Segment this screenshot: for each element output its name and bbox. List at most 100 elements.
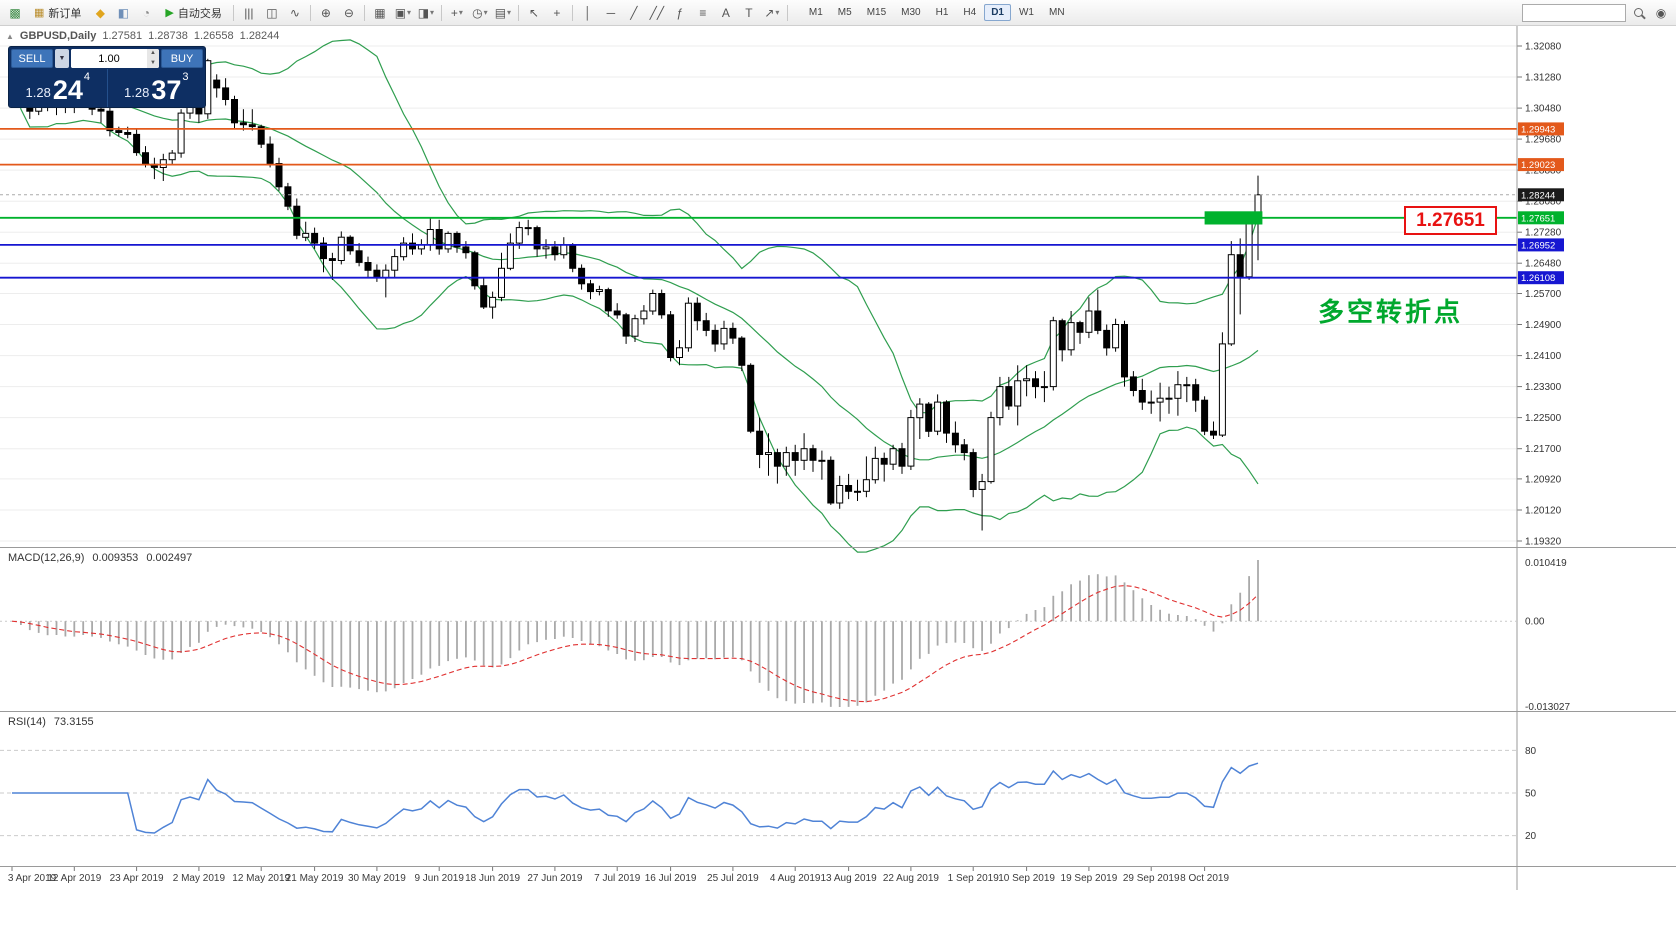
auto-arrange-dropdown-glyph: ◨ [417,5,430,20]
axis-price-badge: 1.28244 [1518,188,1564,202]
line-chart-icon[interactable]: ∿ [284,3,306,23]
community-icon[interactable]: ◉ [1655,5,1667,20]
svg-text:18 Jun 2019: 18 Jun 2019 [465,873,520,884]
cursor-icon[interactable]: ↖ [523,3,545,23]
svg-text:1.24900: 1.24900 [1525,320,1562,331]
sell-price-display[interactable]: 1.28 24 4 [9,69,108,107]
arrows-dropdown[interactable]: ↗ ▾ [761,3,783,23]
svg-text:0.00: 0.00 [1525,617,1545,628]
text-label-icon[interactable]: T [738,3,760,23]
macd-indicator-label: MACD(12,26,9) 0.009353 0.002497 [8,552,193,564]
timeframe-m5[interactable]: M5 [837,7,852,18]
svg-text:1.27651: 1.27651 [1521,213,1555,224]
toolbar-separator [440,4,442,21]
profiles-icon-glyph: ◧ [117,5,130,20]
macd-value-main: 0.009353 [92,552,139,564]
volume-up-button[interactable]: ▲ [150,50,156,56]
svg-text:13 Aug 2019: 13 Aug 2019 [821,873,878,884]
rsi-value: 73.3155 [53,716,94,728]
buy-price-display[interactable]: 1.28 37 3 [108,69,206,107]
svg-text:80: 80 [1525,746,1537,757]
macd-name: MACD(12,26,9) [8,552,85,564]
bar-chart-icon[interactable]: ||| [238,3,260,23]
macd-histogram [19,560,1259,707]
arrange-windows-dropdown[interactable]: ▣ ▾ [392,3,414,23]
timeframe-h1[interactable]: H1 [935,7,949,18]
svg-text:30 May 2019: 30 May 2019 [348,873,406,884]
horizontal-line-icon-glyph: ─ [606,5,616,20]
timeframe-group: M1 M5 M15 M30 H1 H4 D1 W1 MN [802,4,1072,21]
timeframe-m15[interactable]: M15 [866,7,887,18]
charts-icon[interactable]: ◆ [89,3,111,23]
bar-chart-icon-glyph: ||| [244,5,254,20]
indicators-dropdown[interactable]: + ▾ [446,3,468,23]
sell-button[interactable]: SELL [11,49,53,68]
text-icon[interactable]: A [715,3,737,23]
price-annotation-box[interactable]: 1.27651 [1404,206,1497,235]
auto-arrange-dropdown[interactable]: ◨ ▾ [415,3,437,23]
zoom-out-icon[interactable]: ⊖ [338,3,360,23]
bar-low: 1.26558 [193,30,234,42]
timeframe-w1[interactable]: W1 [1018,7,1034,18]
chevron-down-icon: ▾ [407,8,412,17]
rsi-indicator-label: RSI(14) 73.3155 [8,716,94,728]
search-icon [1633,8,1643,17]
buy-button[interactable]: BUY [161,49,203,68]
candlestick-chart-icon[interactable]: ◫ [261,3,283,23]
order-type-dropdown[interactable]: ▼ [55,49,69,68]
chevron-down-icon: ▾ [775,8,780,17]
market-watch-icon[interactable]: ◔ [135,3,157,23]
svg-text:-0.013027: -0.013027 [1525,702,1570,713]
templates-dropdown[interactable]: ▤ ▾ [492,3,514,23]
toolbar-separator [309,4,311,21]
vertical-line-icon[interactable]: │ [577,3,599,23]
svg-text:50: 50 [1525,789,1537,800]
timeframe-mn[interactable]: MN [1048,7,1065,18]
svg-text:1.31280: 1.31280 [1525,73,1562,84]
crosshair-icon[interactable]: + [546,3,568,23]
new-order-button-label: 新订单 [48,7,82,20]
turning-point-annotation[interactable]: 多空转折点 [1318,297,1464,327]
horizontal-line-icon[interactable]: ─ [600,3,622,23]
timeframe-d1[interactable]: D1 [984,4,1011,21]
zoom-out-icon-glyph: ⊖ [343,5,354,20]
andrews-pitchfork-icon[interactable]: ≡ [692,3,714,23]
svg-text:29 Sep 2019: 29 Sep 2019 [1123,873,1180,884]
one-click-collapse-icon[interactable]: ▲ [6,31,14,41]
chevron-down-icon: ▾ [507,8,512,17]
profiles-icon[interactable]: ◧ [112,3,134,23]
buy-price-sup: 3 [182,71,189,83]
svg-text:0.010419: 0.010419 [1525,558,1567,569]
fibonacci-icon[interactable]: ƒ [669,3,691,23]
timeframe-m1[interactable]: M1 [808,7,823,18]
supply-zone-rect[interactable] [1204,211,1263,225]
svg-text:27 Jun 2019: 27 Jun 2019 [527,873,582,884]
crosshair-icon-glyph: + [553,5,561,20]
volume-input[interactable] [71,49,147,68]
search-button[interactable] [1627,3,1649,23]
bar-close: 1.28244 [239,30,280,42]
periods-dropdown[interactable]: ◷ ▾ [469,3,491,23]
toolbar-separator [517,4,519,21]
tile-windows-icon[interactable]: ▦ [369,3,391,23]
search-input[interactable] [1522,3,1626,22]
chevron-down-icon: ▾ [430,8,435,17]
volume-down-button[interactable]: ▼ [150,59,156,66]
svg-text:1.23300: 1.23300 [1525,382,1562,393]
terminal-icon[interactable]: ▩ [4,3,26,23]
new-order-button[interactable]: ▦ 新订单 [27,3,88,23]
volume-stepper: ▲ ▼ [71,49,159,68]
svg-text:4 Aug 2019: 4 Aug 2019 [770,873,821,884]
timeframe-m30[interactable]: M30 [901,7,921,18]
timeframe-h4[interactable]: H4 [963,7,977,18]
svg-text:1.26480: 1.26480 [1525,259,1562,270]
charts-icon-glyph: ◆ [95,5,106,20]
equidistant-channel-icon[interactable]: ╱╱ [646,3,668,23]
tile-windows-icon-glyph: ▦ [374,5,386,20]
axis-price-badge: 1.27651 [1518,211,1564,225]
auto-trading-button[interactable]: ▶ 自动交易 [158,3,228,23]
trendline-icon[interactable]: ╱ [623,3,645,23]
svg-text:1.29943: 1.29943 [1521,124,1555,135]
zoom-in-icon[interactable]: ⊕ [315,3,337,23]
